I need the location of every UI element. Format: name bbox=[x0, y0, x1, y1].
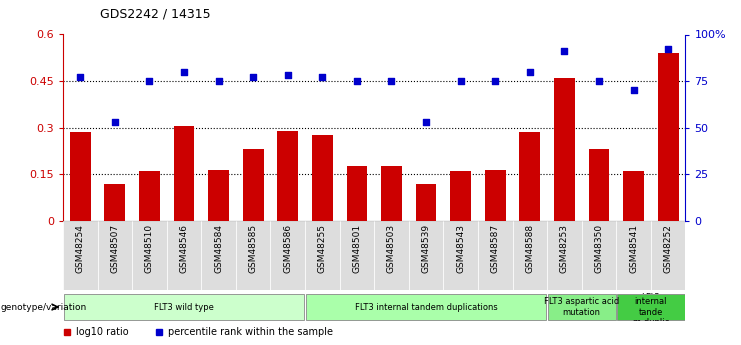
Text: GSM48546: GSM48546 bbox=[179, 224, 188, 273]
Text: GSM48541: GSM48541 bbox=[629, 224, 638, 273]
Point bbox=[455, 78, 467, 84]
Bar bbox=[236, 221, 270, 290]
Text: GSM48587: GSM48587 bbox=[491, 224, 499, 273]
Bar bbox=[243, 149, 264, 221]
Point bbox=[282, 73, 293, 78]
Text: GSM48543: GSM48543 bbox=[456, 224, 465, 273]
Text: GSM48539: GSM48539 bbox=[422, 224, 431, 273]
Text: GSM48255: GSM48255 bbox=[318, 224, 327, 273]
Text: GDS2242 / 14315: GDS2242 / 14315 bbox=[100, 8, 210, 21]
Bar bbox=[132, 221, 167, 290]
FancyBboxPatch shape bbox=[548, 294, 616, 320]
Point bbox=[489, 78, 501, 84]
Text: percentile rank within the sample: percentile rank within the sample bbox=[167, 327, 333, 337]
Bar bbox=[202, 221, 236, 290]
Bar bbox=[167, 221, 202, 290]
Point bbox=[74, 75, 86, 80]
Text: FLT3 aspartic acid
mutation: FLT3 aspartic acid mutation bbox=[544, 297, 619, 317]
Point bbox=[662, 47, 674, 52]
Bar bbox=[339, 221, 374, 290]
Bar bbox=[208, 169, 229, 221]
Text: log10 ratio: log10 ratio bbox=[76, 327, 129, 337]
Bar bbox=[588, 149, 609, 221]
Bar bbox=[312, 135, 333, 221]
Bar bbox=[416, 184, 436, 221]
Point bbox=[351, 78, 363, 84]
Text: GSM48510: GSM48510 bbox=[145, 224, 154, 273]
Text: GSM48501: GSM48501 bbox=[353, 224, 362, 273]
Bar bbox=[617, 221, 651, 290]
Text: GSM48254: GSM48254 bbox=[76, 224, 84, 273]
Point bbox=[178, 69, 190, 75]
Text: GSM48586: GSM48586 bbox=[283, 224, 292, 273]
Text: GSM48588: GSM48588 bbox=[525, 224, 534, 273]
Bar bbox=[381, 167, 402, 221]
Point bbox=[559, 49, 571, 54]
Text: GSM48584: GSM48584 bbox=[214, 224, 223, 273]
Bar bbox=[104, 184, 125, 221]
Text: GSM48507: GSM48507 bbox=[110, 224, 119, 273]
Bar bbox=[658, 53, 679, 221]
Bar bbox=[513, 221, 547, 290]
Bar bbox=[451, 171, 471, 221]
Text: GSM48252: GSM48252 bbox=[664, 224, 673, 273]
Point bbox=[316, 75, 328, 80]
Text: GSM48253: GSM48253 bbox=[560, 224, 569, 273]
Bar bbox=[547, 221, 582, 290]
Bar bbox=[582, 221, 617, 290]
Bar bbox=[374, 221, 409, 290]
Bar bbox=[485, 169, 505, 221]
Bar bbox=[270, 221, 305, 290]
Point bbox=[524, 69, 536, 75]
Point bbox=[420, 119, 432, 125]
Point bbox=[109, 119, 121, 125]
Bar bbox=[347, 167, 368, 221]
Bar bbox=[409, 221, 443, 290]
Point bbox=[247, 75, 259, 80]
Bar bbox=[478, 221, 513, 290]
Bar bbox=[305, 221, 339, 290]
Bar bbox=[70, 132, 90, 221]
Text: FLT3 internal tandem duplications: FLT3 internal tandem duplications bbox=[355, 303, 497, 312]
FancyBboxPatch shape bbox=[617, 294, 685, 320]
Bar bbox=[139, 171, 160, 221]
Point bbox=[385, 78, 397, 84]
Point bbox=[628, 88, 639, 93]
Text: FLT3
internal
tande
m duplic: FLT3 internal tande m duplic bbox=[633, 287, 669, 327]
Bar bbox=[277, 131, 298, 221]
FancyBboxPatch shape bbox=[306, 294, 546, 320]
Point bbox=[593, 78, 605, 84]
Bar bbox=[173, 126, 194, 221]
Bar bbox=[554, 78, 575, 221]
Point bbox=[144, 78, 156, 84]
Bar bbox=[98, 221, 132, 290]
Text: genotype/variation: genotype/variation bbox=[1, 303, 87, 312]
Text: FLT3 wild type: FLT3 wild type bbox=[154, 303, 214, 312]
FancyBboxPatch shape bbox=[64, 294, 305, 320]
Bar bbox=[443, 221, 478, 290]
Bar bbox=[519, 132, 540, 221]
Bar bbox=[63, 221, 98, 290]
Text: GSM48503: GSM48503 bbox=[387, 224, 396, 273]
Bar bbox=[623, 171, 644, 221]
Bar bbox=[651, 221, 685, 290]
Text: GSM48350: GSM48350 bbox=[594, 224, 603, 273]
Text: GSM48585: GSM48585 bbox=[249, 224, 258, 273]
Point bbox=[213, 78, 225, 84]
